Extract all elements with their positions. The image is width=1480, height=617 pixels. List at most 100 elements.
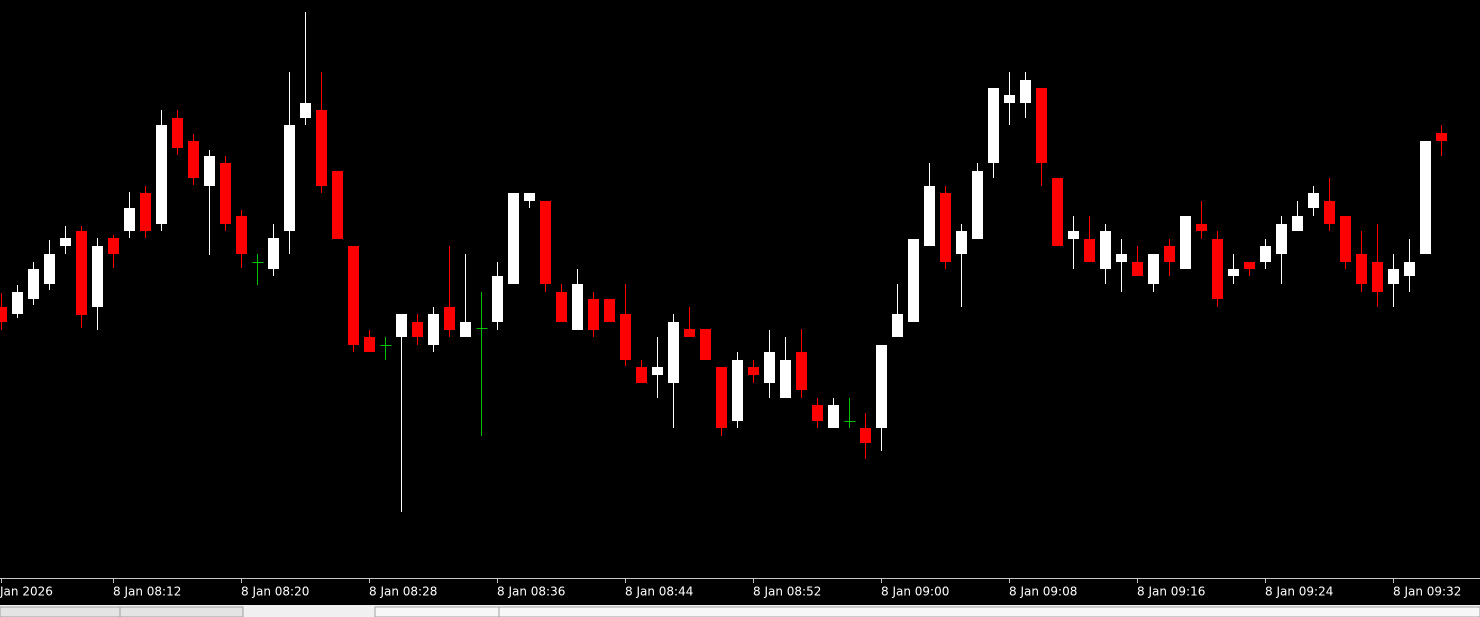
body	[1420, 141, 1431, 254]
body	[1404, 262, 1415, 276]
x-tick-label: Jan 2026	[0, 585, 53, 599]
candles	[0, 12, 1447, 512]
body	[156, 125, 167, 224]
body	[684, 329, 695, 337]
body	[556, 292, 567, 322]
body	[540, 201, 551, 284]
body	[172, 118, 183, 148]
body	[460, 322, 471, 337]
body	[220, 163, 231, 224]
body	[412, 322, 423, 337]
x-tick-label: 8 Jan 08:44	[625, 585, 693, 599]
tab[interactable]	[374, 606, 1480, 617]
body	[972, 171, 983, 239]
body	[588, 299, 599, 330]
body	[76, 231, 87, 315]
body	[1244, 262, 1255, 269]
body	[236, 216, 247, 254]
body	[1292, 216, 1303, 231]
body	[1100, 231, 1111, 269]
body	[780, 360, 791, 398]
body	[108, 238, 119, 254]
body	[316, 110, 327, 186]
x-tick-label: 8 Jan 09:24	[1265, 585, 1333, 599]
body	[748, 367, 759, 375]
body	[92, 246, 103, 307]
body	[764, 352, 775, 383]
body	[524, 193, 535, 201]
body	[364, 337, 375, 352]
body	[604, 299, 615, 322]
body	[0, 307, 7, 322]
body	[668, 322, 679, 383]
body	[1228, 269, 1239, 276]
body	[1324, 201, 1335, 224]
body	[188, 141, 199, 178]
body	[1004, 95, 1015, 103]
body	[508, 193, 519, 284]
body	[1372, 262, 1383, 292]
body	[396, 314, 407, 337]
body	[124, 208, 135, 231]
body	[1196, 224, 1207, 231]
body	[1052, 178, 1063, 246]
body	[12, 292, 23, 314]
body	[44, 254, 55, 284]
body	[716, 367, 727, 428]
x-tick-label: 8 Jan 09:32	[1393, 585, 1461, 599]
body	[1260, 246, 1271, 262]
body	[492, 276, 503, 322]
body	[1084, 239, 1095, 262]
body	[1388, 269, 1399, 284]
x-tick-label: 8 Jan 08:28	[369, 585, 437, 599]
x-tick-label: 8 Jan 09:16	[1137, 585, 1205, 599]
body	[1276, 224, 1287, 254]
body	[1212, 239, 1223, 299]
body	[1180, 216, 1191, 269]
body	[140, 193, 151, 231]
body	[1068, 231, 1079, 239]
body	[940, 193, 951, 262]
x-tick-label: 8 Jan 08:52	[753, 585, 821, 599]
body	[1436, 133, 1447, 141]
body	[1132, 262, 1143, 276]
body	[652, 367, 663, 375]
body	[812, 405, 823, 421]
body	[796, 352, 807, 390]
body	[204, 156, 215, 186]
body	[1036, 88, 1047, 163]
body	[636, 367, 647, 383]
body	[988, 88, 999, 163]
body	[300, 103, 311, 118]
body	[1116, 254, 1127, 262]
body	[908, 239, 919, 322]
body	[428, 314, 439, 345]
body	[876, 345, 887, 428]
tab[interactable]	[0, 606, 244, 617]
x-tick-label: 8 Jan 08:12	[113, 585, 181, 599]
body	[572, 284, 583, 330]
body	[1148, 254, 1159, 284]
x-tick-label: 8 Jan 09:00	[881, 585, 949, 599]
body	[732, 360, 743, 421]
body	[60, 238, 71, 246]
body	[28, 269, 39, 299]
body	[284, 125, 295, 231]
body	[1340, 216, 1351, 262]
body	[444, 307, 455, 330]
x-tick-label: 8 Jan 09:08	[1009, 585, 1077, 599]
body	[828, 405, 839, 428]
body	[332, 171, 343, 239]
body	[1356, 254, 1367, 284]
body	[268, 238, 279, 269]
body	[620, 314, 631, 360]
body	[956, 231, 967, 254]
body	[892, 314, 903, 337]
body	[1020, 80, 1031, 103]
body	[348, 246, 359, 345]
body	[860, 428, 871, 443]
body	[700, 329, 711, 360]
